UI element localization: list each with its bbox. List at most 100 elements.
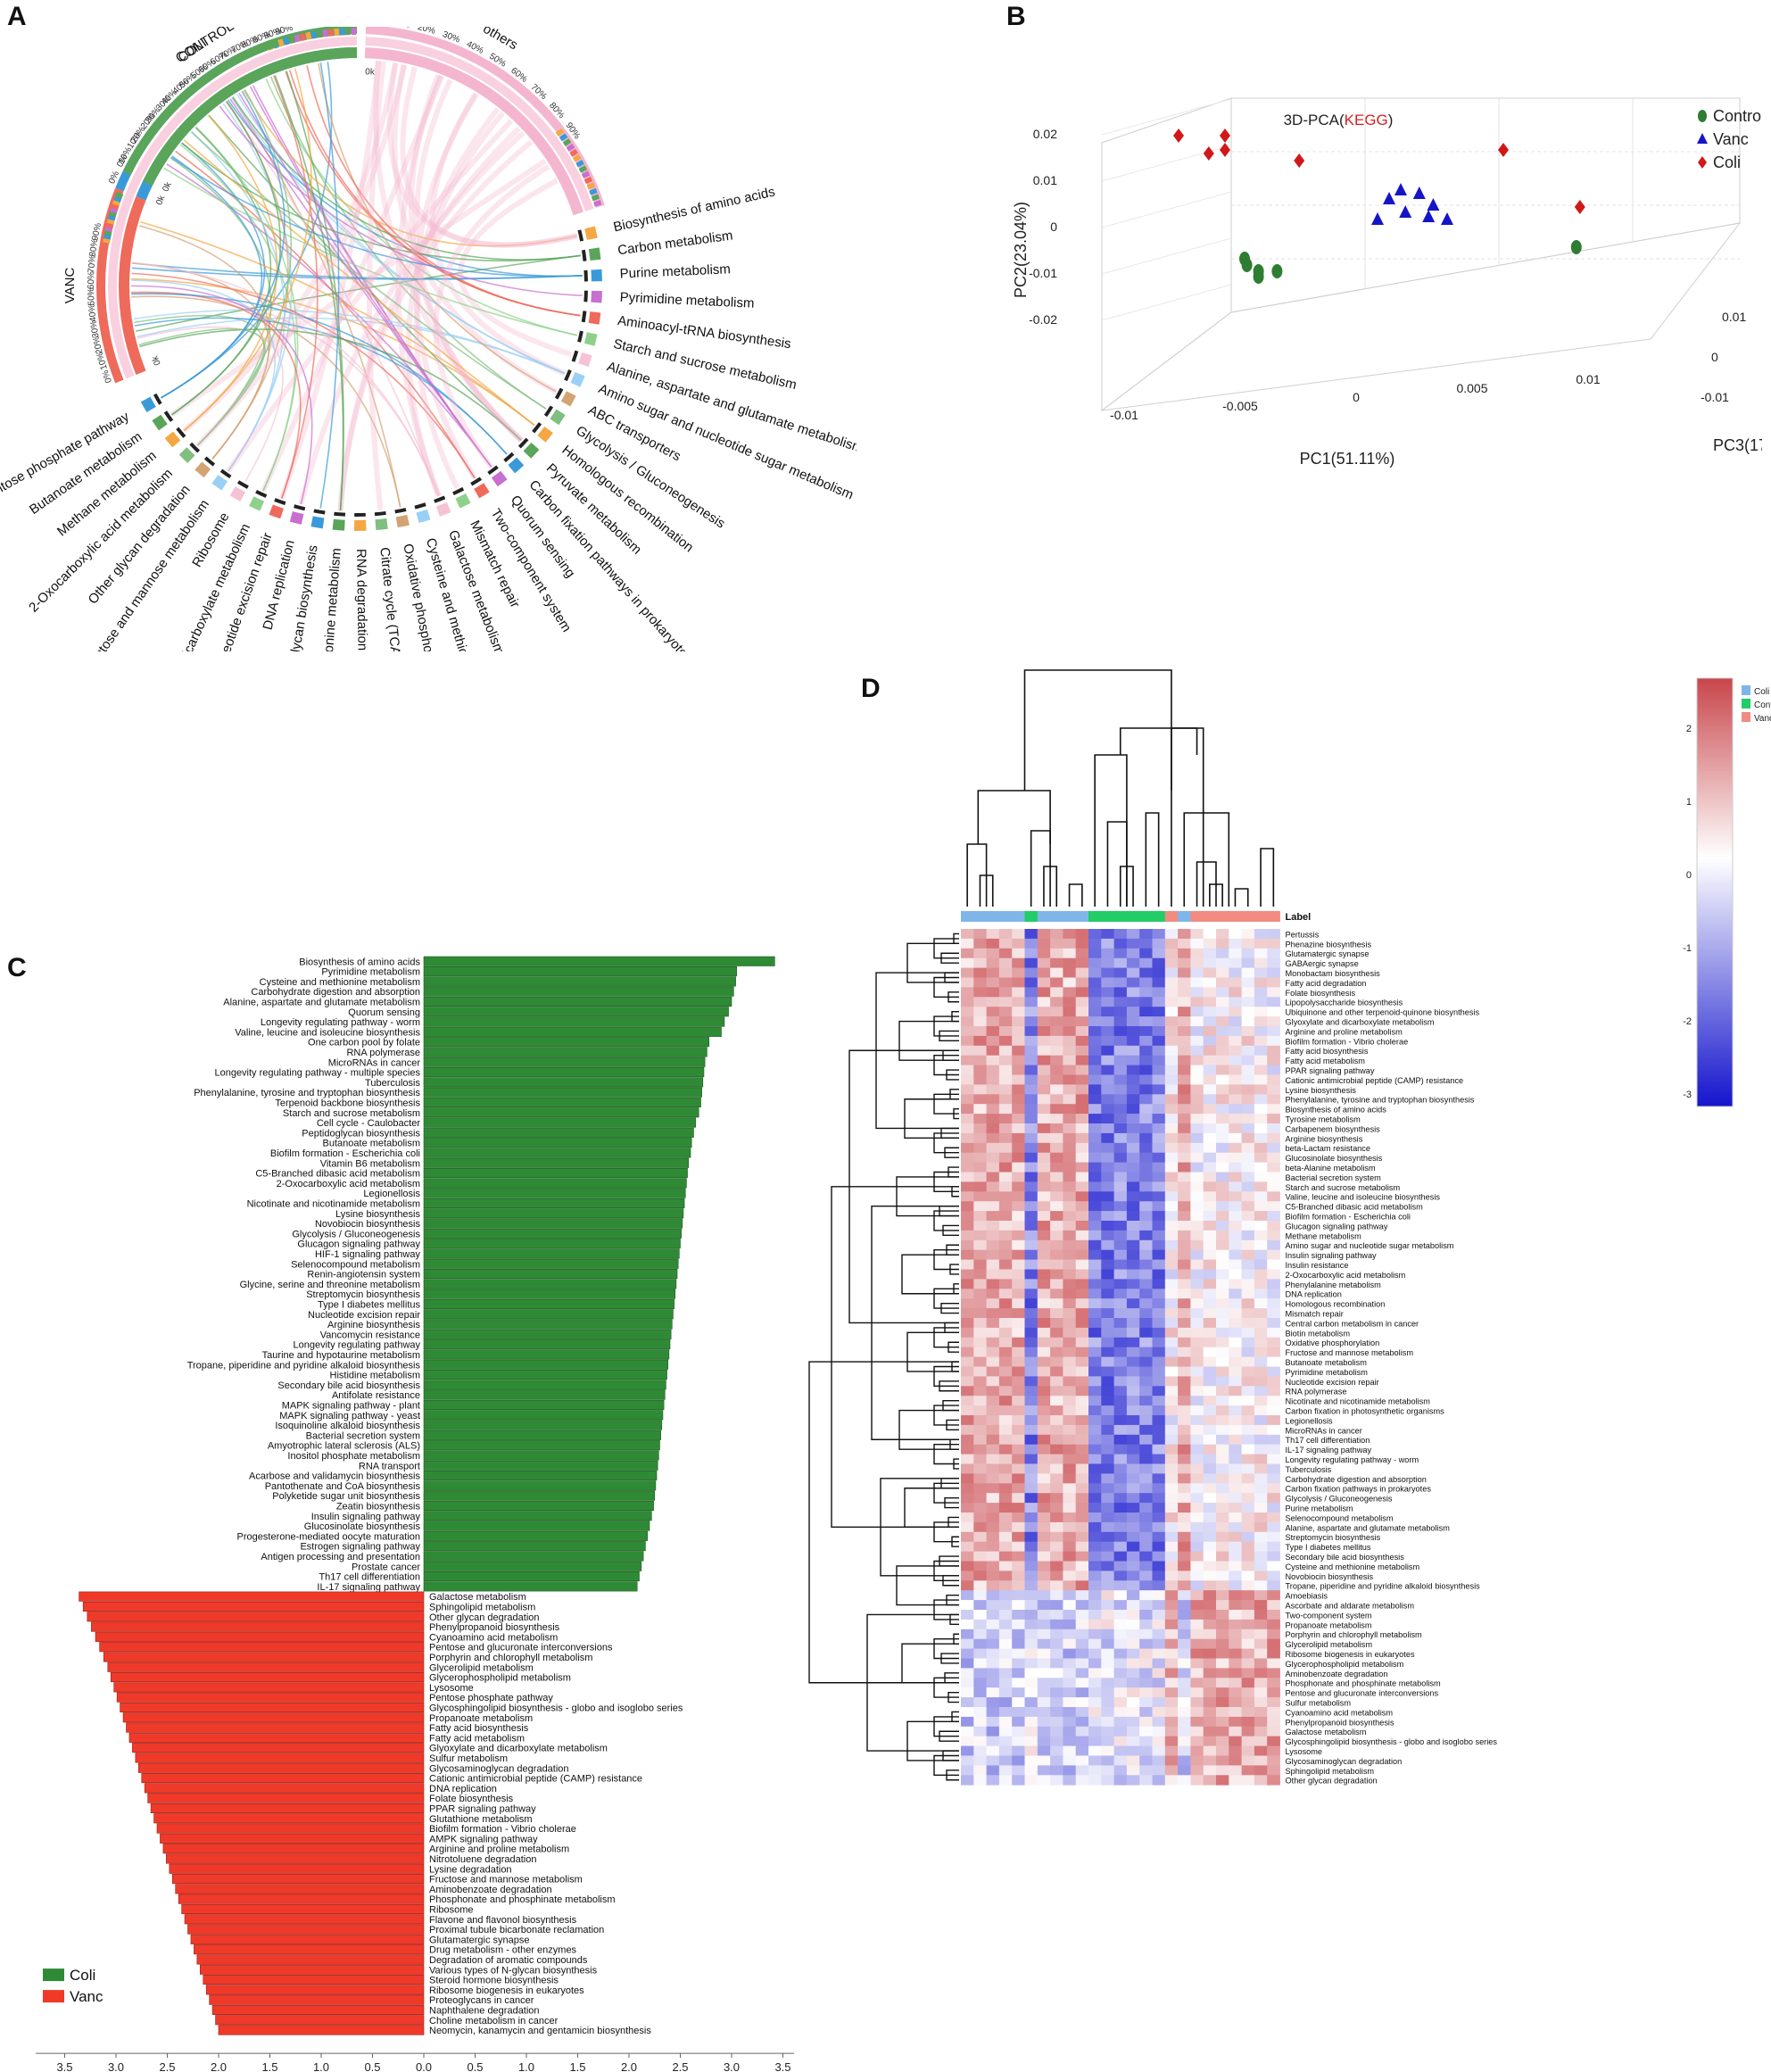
heatmap-cell (973, 1269, 987, 1280)
heatmap-cell (1088, 1289, 1102, 1299)
heatmap-cell (1164, 938, 1179, 949)
heatmap-cell (1178, 1065, 1191, 1075)
z-axis-label: PC3(17.61%) (1713, 436, 1762, 454)
lda-bar-coli (423, 1279, 677, 1289)
heatmap-cell (1063, 1571, 1077, 1581)
chord-link (131, 272, 476, 479)
heatmap-cell (961, 1551, 974, 1562)
lda-label-coli: Antifolate resistance (332, 1390, 420, 1401)
heatmap-cell (1164, 1638, 1179, 1649)
heatmap-cell (1063, 1162, 1077, 1173)
heatmap-cell (961, 987, 974, 998)
segment-stripe (589, 187, 598, 195)
heatmap-cell (961, 1249, 974, 1260)
heatmap-cell (986, 1132, 1000, 1144)
lda-bar-coli (423, 1026, 722, 1037)
row-label: Aminobenzoate degradation (1286, 1670, 1388, 1678)
z-tick-label: -0.01 (1701, 390, 1729, 404)
heatmap-cell (1088, 1697, 1102, 1708)
heatmap-cell (1203, 1055, 1217, 1065)
pathway-stack (508, 457, 525, 474)
heatmap-cell (1139, 1065, 1153, 1075)
heatmap-cell (1203, 1172, 1217, 1182)
column-label-cell (1203, 911, 1217, 922)
heatmap-cell (1241, 1610, 1255, 1620)
heatmap-cell (1203, 1755, 1217, 1766)
heatmap-cell (1216, 1590, 1229, 1601)
heatmap-cell (1126, 1687, 1140, 1698)
heatmap-cell (1216, 1230, 1229, 1241)
legend-label: Control (1754, 700, 1771, 710)
heatmap-cell (1126, 957, 1140, 968)
heatmap-cell (1139, 1687, 1153, 1698)
heatmap-cell (1024, 1513, 1039, 1523)
heatmap-cell (1178, 1132, 1191, 1144)
heatmap-cell (1152, 1318, 1166, 1329)
heatmap-cell (1190, 1405, 1204, 1416)
heatmap-cell (1088, 1638, 1102, 1649)
heatmap-cell (1178, 1726, 1191, 1737)
heatmap-cell (1037, 1239, 1051, 1251)
heatmap-cell (973, 1668, 987, 1678)
heatmap-cell (1229, 1551, 1242, 1562)
heatmap-cell (1088, 1104, 1102, 1115)
heatmap-cell (1229, 1191, 1242, 1202)
heatmap-cell (1267, 1405, 1280, 1416)
heatmap-cell (973, 1347, 987, 1357)
heatmap-cell (1012, 977, 1025, 988)
heatmap-cell (1178, 1678, 1191, 1688)
heatmap-cell (1012, 1638, 1025, 1649)
heatmap-cell (1063, 1444, 1077, 1455)
lda-bar-vanc (211, 2004, 425, 2015)
heatmap-cell (1101, 1327, 1114, 1339)
heatmap-cell (1241, 1668, 1255, 1678)
heatmap-cell (1241, 1619, 1255, 1630)
heatmap-cell (1088, 1454, 1102, 1464)
heatmap-cell (986, 1396, 1000, 1406)
lda-bar-coli (423, 976, 736, 987)
row-dendrogram-branch (901, 1254, 959, 1295)
heatmap-cell (1101, 1211, 1114, 1222)
pathway-label: Citrate cycle (TCA cycle) (377, 547, 407, 651)
heatmap-cell (1126, 1376, 1140, 1387)
heatmap-cell (1178, 1366, 1191, 1377)
heatmap-cell (1216, 1648, 1229, 1659)
heatmap-cell (1164, 1434, 1179, 1446)
heatmap-cell (1139, 1483, 1153, 1494)
heatmap-cell (1190, 1327, 1204, 1339)
heatmap-cell (973, 1551, 987, 1562)
heatmap-cell (1075, 1638, 1089, 1649)
heatmap-cell (1267, 1687, 1280, 1698)
heatmap-cell (1152, 1619, 1166, 1630)
heatmap-cell (1024, 1327, 1039, 1339)
heatmap-cell (1178, 1308, 1191, 1319)
heatmap-cell (961, 1503, 974, 1513)
heatmap-cell (1190, 1074, 1204, 1085)
heatmap-cell (1190, 929, 1204, 940)
heatmap-cell (1216, 957, 1229, 968)
pathway-stack (523, 442, 540, 459)
heatmap-cell (1190, 1191, 1204, 1202)
heatmap-cell (1267, 929, 1280, 940)
heatmap-cell (1126, 1026, 1140, 1037)
heatmap-cell (1101, 1162, 1114, 1173)
heatmap-cell (1229, 1172, 1242, 1182)
heatmap-cell (998, 1697, 1013, 1708)
lda-label-coli: Prostate cancer (352, 1562, 420, 1572)
heatmap-cell (1139, 1697, 1153, 1708)
heatmap-cell (973, 1697, 987, 1708)
heatmap-cell (1075, 1104, 1089, 1115)
heatmap-cell (1101, 1590, 1114, 1601)
heatmap-cell (1050, 987, 1063, 998)
legend-marker (1697, 133, 1708, 144)
heatmap-cell (1012, 1055, 1025, 1065)
heatmap-cell (1152, 1463, 1166, 1474)
heatmap-cell (1164, 967, 1179, 978)
heatmap-cell (1050, 1658, 1063, 1669)
heatmap-cell (1126, 1726, 1140, 1737)
heatmap-cell (1075, 1610, 1089, 1620)
heatmap-cell (998, 1386, 1013, 1397)
heatmap-cell (1063, 1181, 1077, 1192)
heatmap-cell (1126, 1230, 1140, 1241)
heatmap-cell (1024, 1201, 1039, 1212)
